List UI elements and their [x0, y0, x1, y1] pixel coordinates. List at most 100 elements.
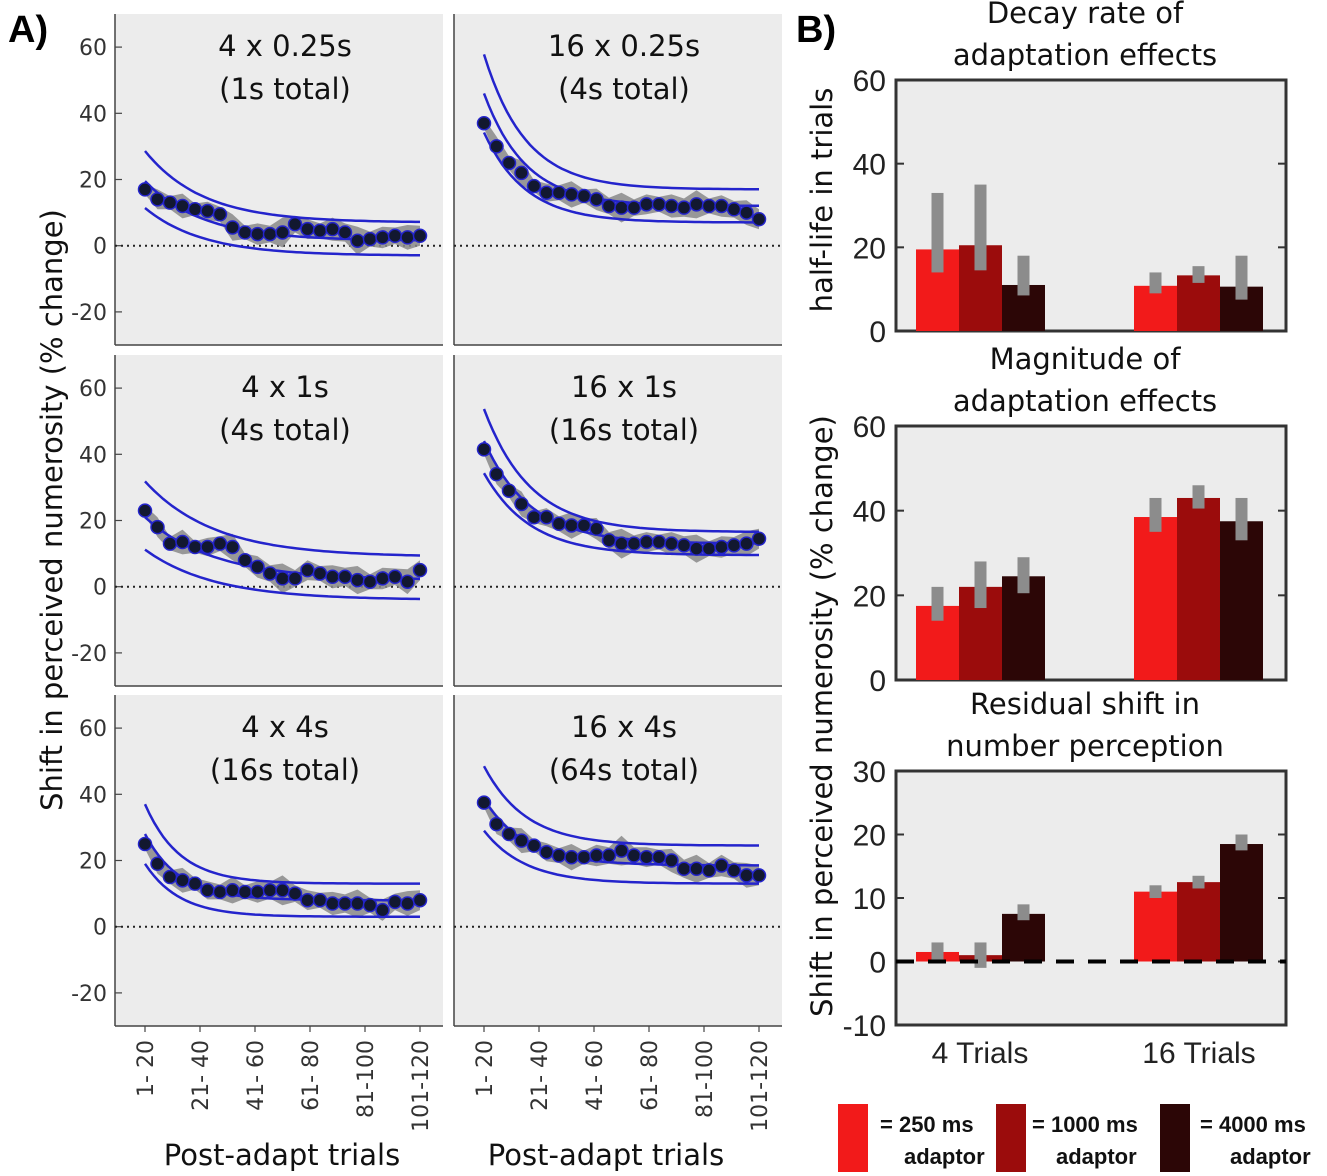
panel-a-xlabel-left: Post-adapt trials [164, 1138, 400, 1172]
data-point [400, 230, 415, 245]
data-point [300, 221, 315, 237]
data-point [576, 188, 592, 204]
data-point [337, 896, 353, 911]
data-point [337, 225, 353, 240]
data-point [275, 225, 290, 240]
panel-a-ylabel: Shift in perceived numerosity (% change) [35, 209, 69, 811]
y-tick-label: 60 [79, 717, 107, 742]
data-point [689, 861, 704, 877]
subplot-b-3: 30 20 10 0 -10 Residual shift in number percep… [843, 687, 1288, 1070]
x-tick-label: 61- 80 [638, 1040, 663, 1111]
error-bar [1017, 904, 1030, 921]
data-point [589, 848, 604, 863]
subplot-a-1: 60 40 20 0 -20 4 x 0.25s (1s total) [71, 14, 443, 346]
data-point [564, 849, 579, 865]
subplot-a-6: 16 x 4s (64s total) 1- 20 21- 40 41- 60 61- 8… [453, 695, 782, 1132]
y-tick-label: 20 [853, 232, 886, 265]
fit-upper-bound [143, 803, 420, 885]
bar [1177, 882, 1220, 962]
data-point [726, 538, 742, 553]
data-point [287, 216, 303, 232]
data-point [362, 231, 378, 247]
legend-item: = 4000 ms adaptor [1160, 1104, 1311, 1172]
x-tick-label: 1- 20 [134, 1040, 159, 1097]
data-point [676, 538, 692, 553]
y-tick-label: 0 [93, 916, 107, 941]
plot-background [454, 355, 782, 686]
x-tick-label: 21- 40 [189, 1040, 214, 1111]
data-point [375, 230, 390, 245]
subplot-title-line2: number perception [946, 729, 1224, 763]
data-point [250, 884, 265, 900]
data-point [412, 228, 428, 244]
error-bar [931, 586, 944, 621]
error-bar [1149, 272, 1162, 294]
data-point [250, 226, 265, 242]
error-bar [1192, 266, 1205, 283]
subplot-title-line1: 16 x 0.25s [548, 29, 700, 63]
subplot-title-line2: (4s total) [219, 413, 351, 447]
data-point [300, 562, 315, 578]
data-point [237, 552, 253, 568]
y-tick-label: 20 [79, 850, 107, 875]
data-point [589, 192, 604, 207]
data-point [714, 539, 729, 555]
data-point [262, 883, 278, 898]
data-point [200, 203, 215, 219]
fit-upper-bound [482, 54, 759, 191]
data-point [150, 856, 165, 872]
data-point [664, 198, 679, 214]
panel-b-ylabel-top: half-life in trials [805, 88, 839, 313]
data-point [400, 896, 415, 911]
sem-band [145, 505, 420, 595]
data-point [601, 848, 617, 863]
subplot-b-2: 60 40 20 0 Magnitude of adaptation effects [853, 342, 1288, 698]
fit-lower-bound [144, 207, 420, 257]
bar [1220, 521, 1263, 680]
error-bar [1149, 885, 1162, 898]
data-point [362, 574, 378, 589]
data-point [187, 202, 203, 217]
data-point [501, 483, 517, 498]
data-point [187, 876, 203, 891]
data-point [312, 223, 328, 239]
data-point [212, 884, 228, 900]
data-point [325, 569, 340, 585]
data-point [137, 182, 153, 197]
data-point [514, 165, 529, 181]
y-tick-label: 60 [853, 411, 886, 444]
data-point [739, 205, 754, 220]
data-point [200, 539, 215, 555]
data-point [701, 541, 717, 556]
legend-item: = 250 ms adaptor [838, 1104, 985, 1172]
fit-upper-bound [482, 765, 759, 847]
error-bar [1017, 557, 1030, 594]
subplot-title-line2: (4s total) [558, 72, 690, 106]
subplot-title-line1: Decay rate of [987, 0, 1184, 30]
subplot-title-line2: adaptation effects [953, 38, 1217, 72]
data-point [300, 892, 315, 908]
y-tick-label: 40 [79, 443, 107, 468]
fit-lower-bound [482, 131, 759, 224]
data-point [689, 197, 704, 212]
data-point [150, 192, 165, 207]
data-point [237, 884, 253, 900]
data-point [539, 844, 554, 860]
data-point [664, 536, 679, 551]
fit-upper-bound [482, 408, 760, 534]
data-point [225, 883, 240, 898]
y-tick-label: 20 [79, 169, 107, 194]
bar [1177, 275, 1220, 331]
bar [1220, 844, 1263, 962]
data-point [250, 559, 265, 575]
bar [1134, 285, 1177, 331]
data-point [287, 571, 303, 586]
panel-letter-a: A) [8, 9, 48, 51]
legend-label-line1: = 4000 ms [1200, 1112, 1306, 1137]
data-point [526, 509, 542, 525]
error-bar [931, 192, 944, 273]
data-point [262, 566, 278, 581]
subplot-title-line1: 16 x 4s [571, 710, 677, 744]
panel-a-subplots: 60 40 20 0 -20 4 x 0.25s (1s total) 16 x 0.25s (… [71, 14, 782, 1132]
x-tick-label: 41- 60 [244, 1040, 269, 1111]
